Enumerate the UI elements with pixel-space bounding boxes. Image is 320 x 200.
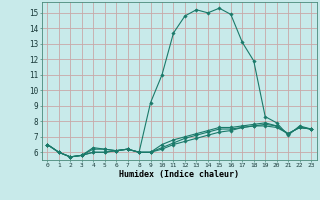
- X-axis label: Humidex (Indice chaleur): Humidex (Indice chaleur): [119, 170, 239, 179]
